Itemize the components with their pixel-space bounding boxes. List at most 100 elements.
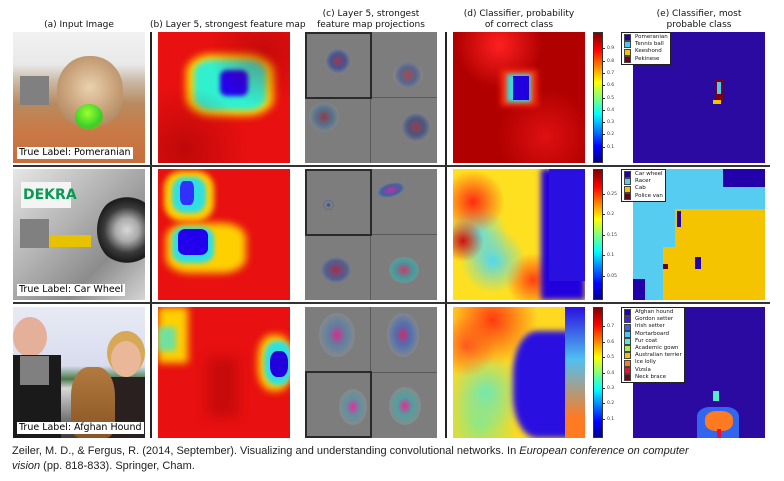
legend-swatch xyxy=(624,185,631,193)
legend-label: Neck brace xyxy=(635,373,666,380)
colorbar-tick-label: 0.7 xyxy=(602,324,615,330)
legend-item: Neck brace xyxy=(624,374,682,381)
legend-label: Mortarboard xyxy=(635,330,670,337)
header-input-image: (a) Input Image xyxy=(44,20,114,30)
occluder-square xyxy=(20,219,49,248)
feature-map-row3 xyxy=(158,307,290,438)
input-image-car-wheel: DEKRA True Label: Car Wheel xyxy=(13,169,145,300)
legend-label: Tennis ball xyxy=(635,41,664,48)
header-projections-line1: (c) Layer 5, strongest xyxy=(322,9,420,19)
colorbar-tick-label: 0.2 xyxy=(602,212,615,217)
legend-label: Afghan hound xyxy=(635,309,674,315)
colorbar-tick-label: 0.4 xyxy=(602,370,615,376)
true-label: True Label: Afghan Hound xyxy=(17,422,144,434)
selected-projection-frame xyxy=(305,371,372,438)
legend-swatch xyxy=(624,359,631,367)
colorbar-tick-label: 0.15 xyxy=(602,232,618,238)
header-most-line1: (e) Classifier, most xyxy=(656,9,742,19)
selected-projection-frame xyxy=(305,169,372,236)
legend-swatch xyxy=(624,178,631,186)
colorbar-tick-label: 0.5 xyxy=(602,95,615,101)
header-projections-line2: feature map projections xyxy=(317,20,425,30)
header-feature-map: (b) Layer 5, strongest feature map xyxy=(150,20,306,30)
legend-item: Police van xyxy=(624,193,663,200)
colorbar-row1 xyxy=(593,32,603,163)
legend-item: Fur coat xyxy=(624,338,682,345)
legend-swatch xyxy=(624,366,631,374)
caption-text-1: Zeiler, M. D., & Fergus, R. (2014, Septe… xyxy=(12,445,520,457)
proj-text-glyphs: ⦿ xyxy=(323,199,334,212)
occluder-square xyxy=(20,76,49,105)
colorbar-tick-label: 0.1 xyxy=(602,416,615,422)
selected-projection-frame xyxy=(305,32,372,99)
legend-item: Racer xyxy=(624,178,663,186)
occluder-square xyxy=(20,356,49,385)
colorbar-tick-label: 0.8 xyxy=(602,58,615,64)
header-prob-line2: of correct class xyxy=(484,20,554,30)
projections-row3 xyxy=(305,307,437,438)
legend-item: Vizsla xyxy=(624,367,682,374)
legend-label: Racer xyxy=(635,178,651,185)
header-projections: (c) Layer 5, strongest feature map proje… xyxy=(300,9,442,31)
feature-map-row1 xyxy=(158,32,290,163)
legend-item: Tennis ball xyxy=(624,41,668,49)
colorbar-tick-label: 0.4 xyxy=(602,107,615,113)
legend-row2: Car wheel Racer Cab Police van xyxy=(621,169,666,202)
colorbar-tick-label: 0.25 xyxy=(602,191,618,197)
colorbar-tick-label: 0.3 xyxy=(602,385,615,391)
legend-label: Irish setter xyxy=(635,323,665,330)
colorbar-tick-label: 0.6 xyxy=(602,83,615,89)
legend-swatch xyxy=(624,41,631,49)
column-separator-2 xyxy=(445,32,447,438)
legend-row3: Afghan hound Gordon setter Irish setter Mor… xyxy=(621,307,685,384)
wheel-shape xyxy=(97,195,145,265)
legend-swatch xyxy=(624,316,631,324)
true-label: True Label: Car Wheel xyxy=(17,284,126,296)
legend-item: Cab xyxy=(624,185,663,193)
legend-swatch xyxy=(624,171,631,179)
legend-label: Australian terrier xyxy=(635,352,682,359)
colorbar-tick-label: 0.05 xyxy=(602,273,618,279)
legend-swatch xyxy=(624,48,631,56)
legend-item: Gordon setter xyxy=(624,316,682,324)
legend-item: Ice lolly xyxy=(624,359,682,367)
legend-item: Pekinese xyxy=(624,56,668,63)
legend-label: Academic gown xyxy=(635,345,679,352)
woman-head xyxy=(111,341,141,377)
legend-swatch xyxy=(624,337,631,345)
legend-swatch xyxy=(624,55,631,63)
projections-row1 xyxy=(305,32,437,163)
legend-swatch xyxy=(624,309,631,317)
caption-italic-1: European conference on computer xyxy=(519,445,689,457)
legend-label: Car wheel xyxy=(635,171,663,177)
colorbar-tick-label: 0.1 xyxy=(602,253,615,258)
legend-swatch xyxy=(624,330,631,338)
caption-italic-2: vision xyxy=(12,460,41,472)
header-prob-line1: (d) Classifier, probability xyxy=(463,9,575,19)
input-image-pomeranian: True Label: Pomeranian xyxy=(13,32,145,163)
legend-label: Ice lolly xyxy=(635,359,656,366)
true-label: True Label: Pomeranian xyxy=(17,147,133,159)
legend-label: Vizsla xyxy=(635,366,651,373)
citation-caption: Zeiler, M. D., & Fergus, R. (2014, Septe… xyxy=(12,444,752,474)
colorbar-tick-label: 0.6 xyxy=(602,339,615,345)
colorbar-tick-label: 0.3 xyxy=(602,120,615,126)
legend-swatch xyxy=(624,34,631,42)
tennis-ball-toy xyxy=(75,104,103,130)
colorbar-tick-label: 0.5 xyxy=(602,355,615,361)
legend-row1: Pomeranian Tennis ball Keeshond Pekinese xyxy=(621,32,671,65)
legend-label: Pekinese xyxy=(635,55,660,62)
legend-label: Keeshond xyxy=(635,48,662,55)
colorbar-tick-label: 0.2 xyxy=(602,132,615,138)
header-prob-correct: (d) Classifier, probability of correct c… xyxy=(448,9,590,31)
legend-item: Irish setter xyxy=(624,323,682,331)
colorbar-tick-label: 0.1 xyxy=(602,144,615,150)
legend-item: Australian terrier xyxy=(624,352,682,360)
legend-item: Academic gown xyxy=(624,345,682,353)
row-separator-2 xyxy=(13,302,770,304)
legend-item: Pomeranian xyxy=(624,34,668,42)
legend-label: Fur coat xyxy=(635,337,658,344)
colorbar-tick-label: 0.9 xyxy=(602,46,615,52)
legend-label: Police van xyxy=(635,192,663,199)
legend-swatch xyxy=(624,192,631,200)
